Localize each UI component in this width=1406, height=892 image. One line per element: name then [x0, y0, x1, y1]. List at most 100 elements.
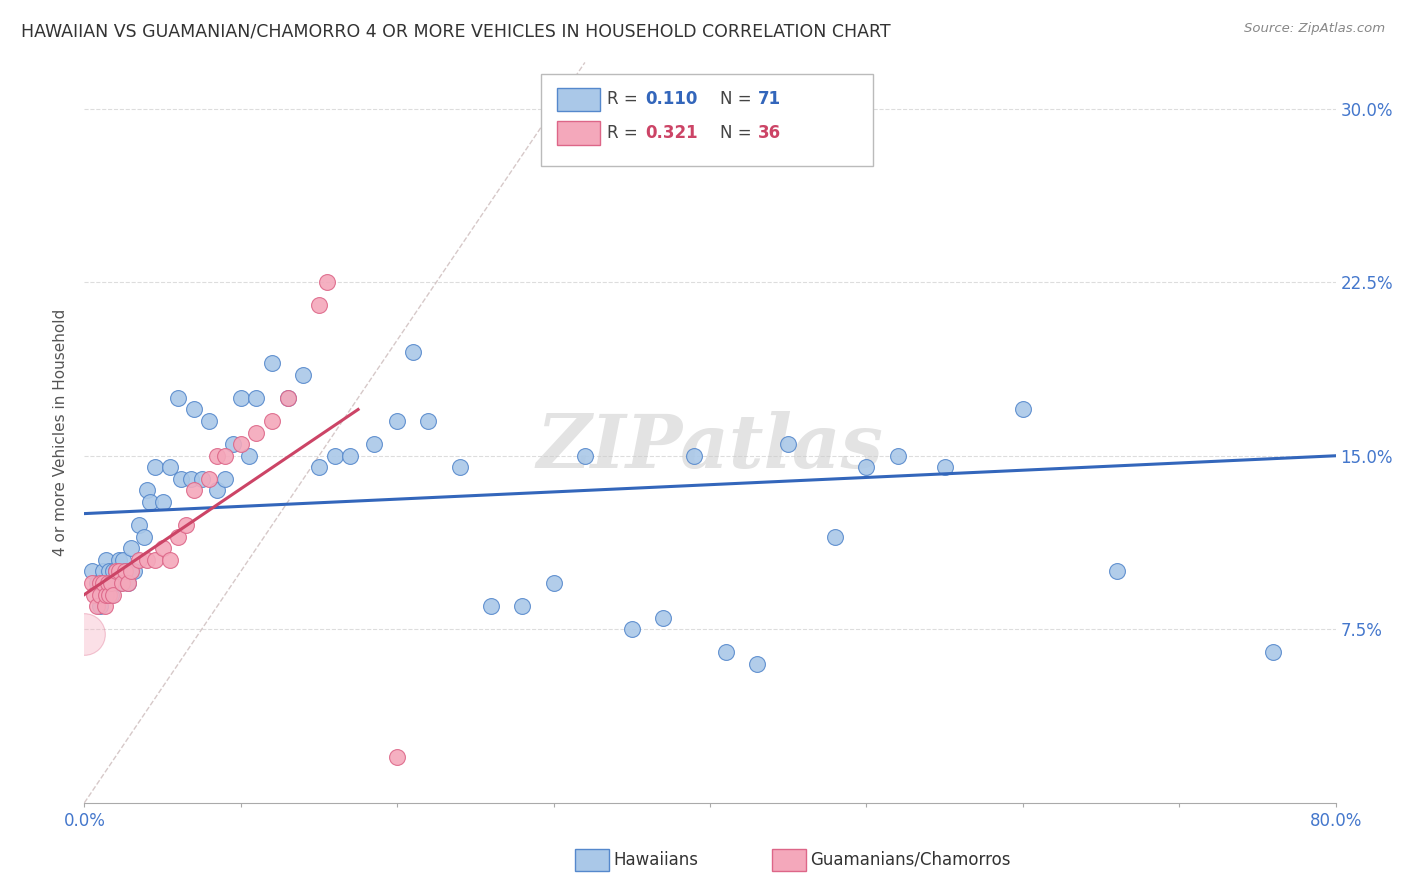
Point — [120, 541, 142, 556]
Point — [120, 565, 142, 579]
Point — [207, 449, 229, 463]
Point — [1105, 565, 1128, 579]
Point — [100, 576, 122, 591]
Point — [652, 610, 675, 624]
Text: R =: R = — [607, 124, 644, 142]
Point — [112, 553, 135, 567]
Text: ZIPatlas: ZIPatlas — [537, 411, 883, 483]
Point — [136, 483, 159, 498]
Point — [363, 437, 385, 451]
Point — [93, 599, 115, 614]
Point — [104, 576, 127, 591]
Point — [89, 576, 111, 591]
Point — [855, 460, 877, 475]
Point — [214, 472, 236, 486]
Point — [198, 472, 221, 486]
Point — [277, 391, 299, 405]
FancyBboxPatch shape — [541, 73, 873, 166]
Point — [82, 576, 104, 591]
Point — [101, 588, 124, 602]
Point — [308, 298, 330, 312]
Point — [98, 565, 121, 579]
Point — [402, 344, 425, 359]
Point — [101, 576, 124, 591]
Point — [73, 627, 96, 641]
Point — [136, 553, 159, 567]
Point — [104, 565, 127, 579]
Point — [89, 576, 111, 591]
Point — [1263, 645, 1285, 659]
Point — [86, 599, 108, 614]
Point — [91, 588, 114, 602]
Point — [104, 565, 127, 579]
Point — [229, 391, 252, 405]
Text: N =: N = — [720, 90, 756, 109]
Text: R =: R = — [607, 90, 644, 109]
Point — [1012, 402, 1035, 417]
Point — [91, 565, 114, 579]
Point — [229, 437, 252, 451]
Text: 36: 36 — [758, 124, 780, 142]
Point — [143, 553, 166, 567]
Point — [143, 460, 166, 475]
Point — [180, 472, 202, 486]
Point — [543, 576, 565, 591]
Point — [292, 368, 315, 382]
Point — [111, 576, 134, 591]
Point — [308, 460, 330, 475]
Text: HAWAIIAN VS GUAMANIAN/CHAMORRO 4 OR MORE VEHICLES IN HOUSEHOLD CORRELATION CHART: HAWAIIAN VS GUAMANIAN/CHAMORRO 4 OR MORE… — [21, 22, 891, 40]
Point — [96, 588, 118, 602]
Point — [120, 565, 142, 579]
Point — [152, 495, 174, 509]
Point — [934, 460, 956, 475]
Point — [107, 576, 129, 591]
Point — [97, 576, 120, 591]
Point — [190, 472, 212, 486]
Point — [245, 425, 267, 440]
Point — [159, 460, 181, 475]
Point — [418, 414, 440, 428]
Point — [714, 645, 737, 659]
Point — [117, 576, 139, 591]
Text: 0.321: 0.321 — [645, 124, 697, 142]
Y-axis label: 4 or more Vehicles in Household: 4 or more Vehicles in Household — [53, 309, 69, 557]
Point — [745, 657, 768, 671]
Point — [107, 553, 129, 567]
Point — [139, 495, 162, 509]
Point — [100, 588, 122, 602]
Point — [128, 553, 150, 567]
Point — [449, 460, 471, 475]
Point — [183, 402, 205, 417]
Point — [512, 599, 534, 614]
Point — [207, 483, 229, 498]
Point — [262, 414, 284, 428]
Point — [385, 749, 409, 764]
Point — [114, 565, 136, 579]
Point — [152, 541, 174, 556]
Point — [86, 576, 108, 591]
Point — [159, 553, 181, 567]
Point — [91, 576, 114, 591]
Point — [315, 275, 337, 289]
Point — [574, 449, 596, 463]
Point — [98, 588, 121, 602]
Point — [385, 414, 409, 428]
Point — [339, 449, 361, 463]
Point — [262, 356, 284, 370]
Text: Guamanians/Chamorros: Guamanians/Chamorros — [810, 851, 1011, 869]
Text: 71: 71 — [758, 90, 780, 109]
Point — [277, 391, 299, 405]
Point — [824, 530, 846, 544]
Point — [620, 622, 643, 636]
Point — [89, 599, 111, 614]
Point — [110, 576, 132, 591]
Point — [89, 588, 111, 602]
Point — [222, 437, 245, 451]
Point — [117, 576, 139, 591]
Point — [479, 599, 502, 614]
Text: 0.110: 0.110 — [645, 90, 697, 109]
Point — [107, 565, 129, 579]
Point — [167, 391, 190, 405]
Point — [114, 565, 136, 579]
Point — [97, 576, 120, 591]
